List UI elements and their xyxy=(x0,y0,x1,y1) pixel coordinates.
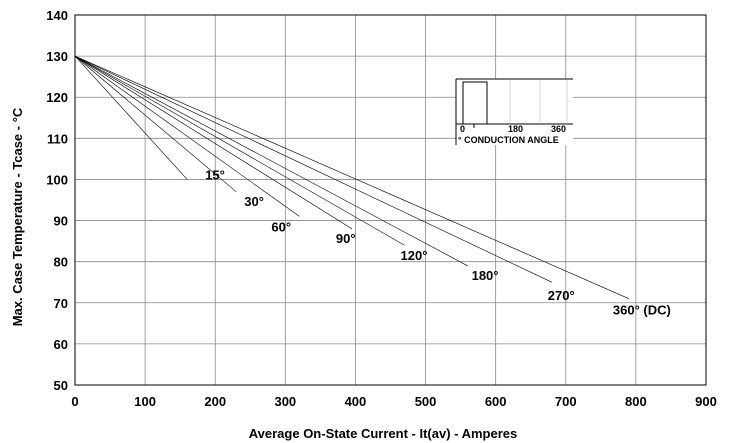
series-label: 180° xyxy=(472,268,499,283)
series-line xyxy=(74,55,353,230)
plot-frame xyxy=(74,14,707,386)
y-axis-label: Max. Case Temperature - Tcase - °C xyxy=(10,107,25,326)
series-line xyxy=(74,55,188,180)
y-tick-label: 80 xyxy=(54,255,68,270)
y-tick-labels: 50 60 70 80 90 100 110 120 130 140 xyxy=(46,8,68,393)
conduction-waveform xyxy=(462,81,488,124)
series-line xyxy=(74,55,237,193)
series-line xyxy=(74,55,630,299)
series-label: 15° xyxy=(205,167,225,182)
series-line xyxy=(74,55,300,217)
x-tick-label: 300 xyxy=(274,394,296,409)
x-tick-label: 500 xyxy=(415,394,437,409)
x-tick-labels: 0 100 200 300 400 500 600 700 800 900 xyxy=(71,394,716,409)
y-tick-label: 70 xyxy=(54,296,68,311)
series-labels: 15° 30° 60° 90° 120° 180° 270° 360° (DC) xyxy=(205,167,671,317)
y-tick-label: 90 xyxy=(54,214,68,229)
inset-label: ° CONDUCTION ANGLE xyxy=(458,135,559,145)
x-tick-label: 900 xyxy=(695,394,717,409)
x-tick-label: 700 xyxy=(555,394,577,409)
inset-tick-360: 360 xyxy=(551,124,566,134)
inset-tick-180: 180 xyxy=(508,124,523,134)
x-tick-label: 200 xyxy=(204,394,226,409)
x-tick-label: 0 xyxy=(71,394,78,409)
series-label: 270° xyxy=(548,288,575,303)
series-label: 120° xyxy=(401,248,428,263)
x-axis-label: Average On-State Current - It(av) - Ampe… xyxy=(249,426,518,441)
series-line xyxy=(74,55,405,246)
series-label: 30° xyxy=(244,194,264,209)
y-tick-label: 120 xyxy=(46,90,68,105)
y-tick-label: 50 xyxy=(54,378,68,393)
series-lines xyxy=(74,55,630,299)
y-tick-label: 100 xyxy=(46,172,68,187)
vertical-gridlines xyxy=(144,15,637,385)
x-tick-label: 400 xyxy=(345,394,367,409)
y-tick-label: 60 xyxy=(54,337,68,352)
inset-tick-0: 0 xyxy=(460,124,465,134)
series-line xyxy=(74,55,552,283)
series-label: 360° (DC) xyxy=(613,303,671,318)
inset-box xyxy=(456,79,573,145)
horizontal-gridlines xyxy=(75,55,706,345)
series-label: 90° xyxy=(336,231,356,246)
conduction-angle-inset: 0 180 360 ° CONDUCTION ANGLE xyxy=(455,78,573,145)
x-tick-label: 600 xyxy=(485,394,507,409)
series-line xyxy=(74,55,468,267)
y-tick-label: 130 xyxy=(46,49,68,64)
series-label: 60° xyxy=(271,219,291,234)
y-tick-label: 140 xyxy=(46,8,68,23)
y-tick-label: 110 xyxy=(47,131,68,146)
x-tick-label: 100 xyxy=(134,394,156,409)
x-tick-label: 800 xyxy=(625,394,647,409)
